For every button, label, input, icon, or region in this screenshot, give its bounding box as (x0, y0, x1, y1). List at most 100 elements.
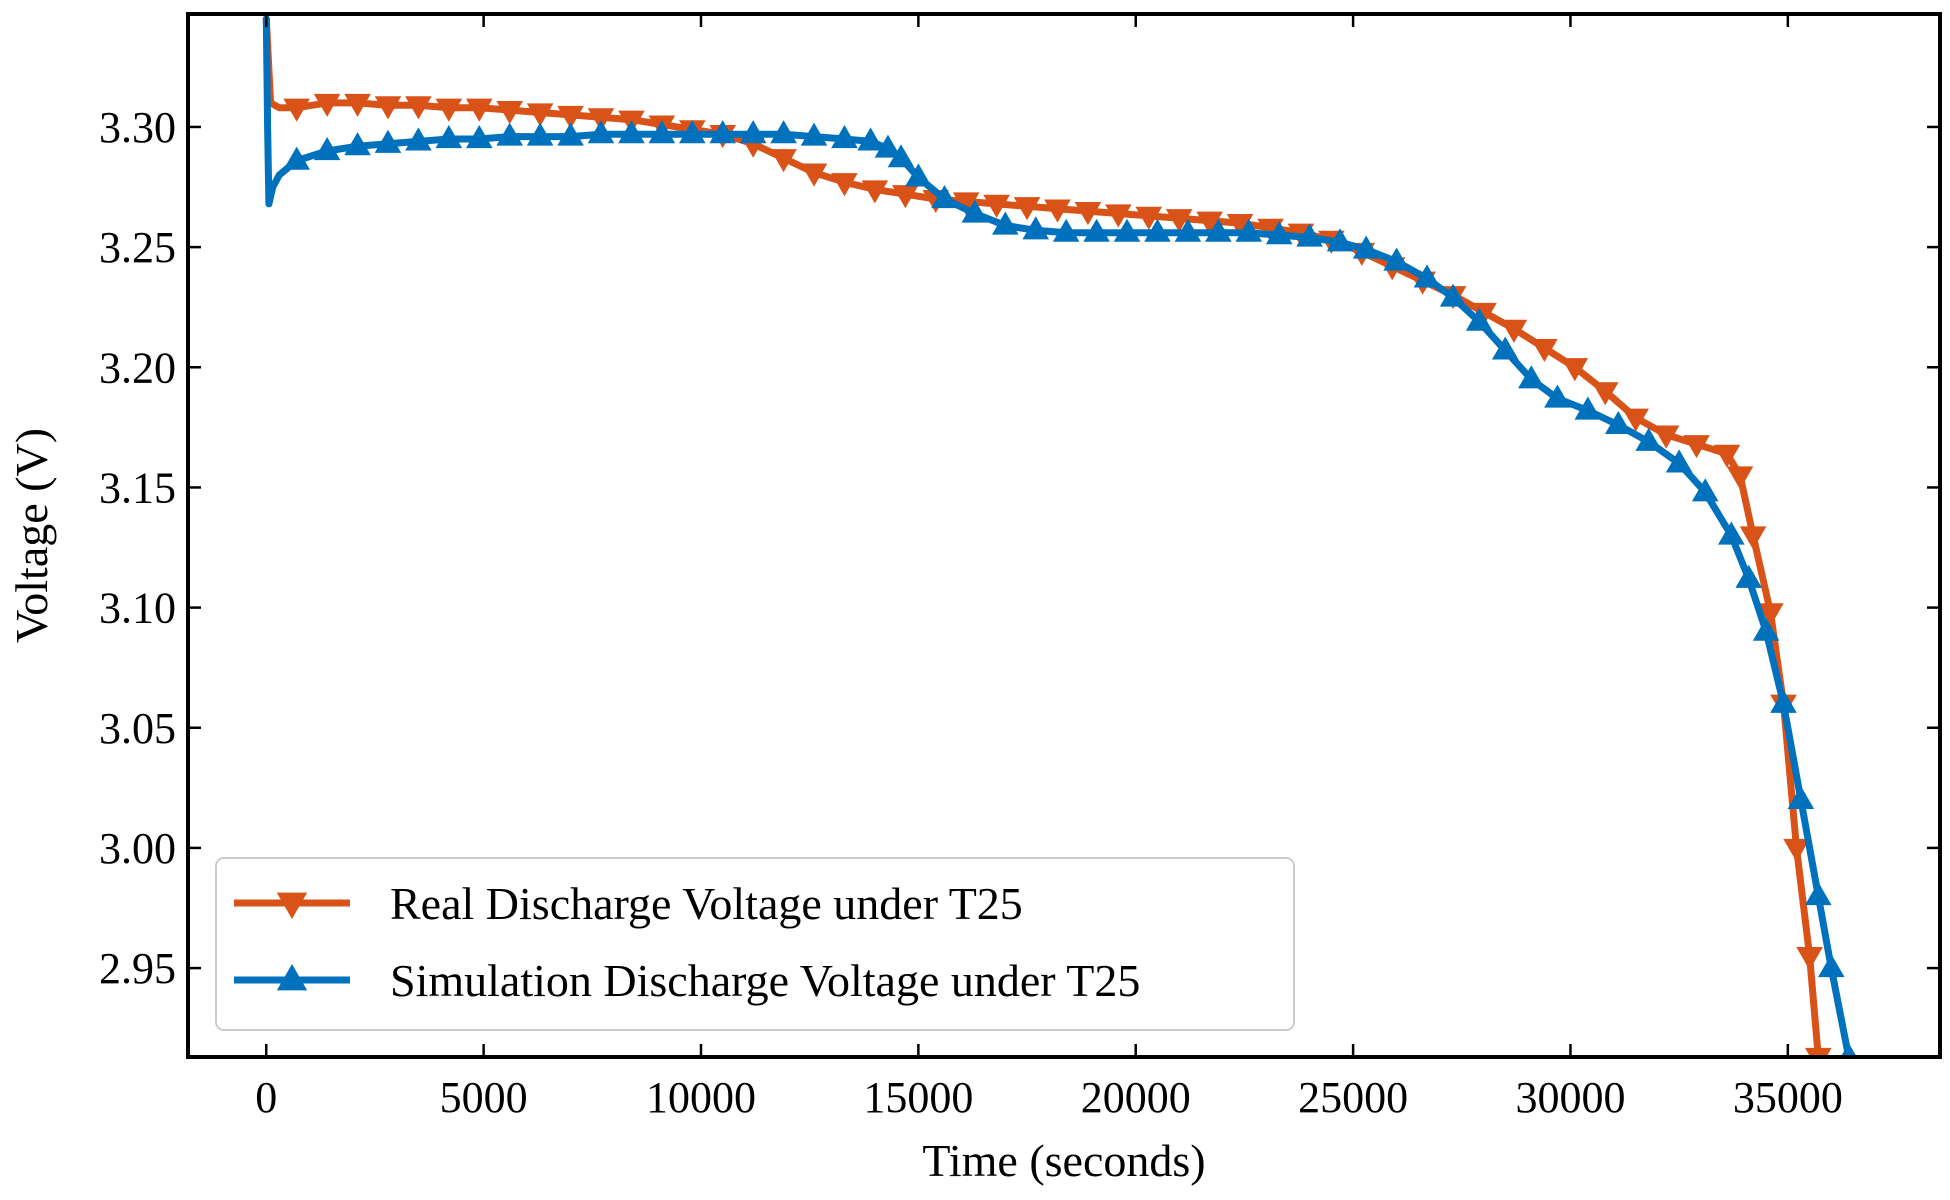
data-point-simulation (1205, 218, 1232, 242)
data-point-simulation (526, 122, 554, 146)
y-tick-label: 3.00 (99, 824, 176, 873)
x-tick-label: 30000 (1515, 1073, 1625, 1122)
data-point-simulation (678, 120, 706, 144)
data-point-simulation (1691, 478, 1719, 502)
data-point-simulation (1491, 336, 1519, 360)
data-point-simulation (496, 122, 524, 146)
y-axis-title: Voltage (V) (6, 428, 57, 643)
y-tick-label: 3.15 (99, 463, 176, 512)
data-point-real (405, 96, 432, 120)
data-point-real (831, 173, 858, 197)
data-point-simulation (1326, 228, 1354, 252)
data-point-real (1796, 946, 1823, 971)
axes-layer: 0 5000 10000 15000 20000 25000 30000 35000 2.95 3… (6, 12, 1942, 1186)
data-point-simulation (1265, 221, 1293, 245)
data-point-simulation (1113, 218, 1141, 242)
data-point-simulation (283, 146, 310, 170)
data-point-simulation (1022, 216, 1050, 240)
data-point-real (1226, 213, 1254, 238)
data-point-real (374, 96, 402, 120)
data-point-simulation (1083, 218, 1110, 242)
data-point-simulation (770, 120, 797, 144)
data-point-real (1105, 204, 1132, 228)
plot-frame (186, 12, 1942, 1059)
data-point-real (1783, 838, 1810, 862)
x-tick-label: 10000 (646, 1073, 756, 1122)
data-point-real (1165, 209, 1193, 233)
data-point-simulation (831, 124, 858, 149)
legend-label-simulation: Simulation Discharge Voltage under T25 (390, 955, 1140, 1006)
data-point-real (1500, 319, 1528, 343)
data-point-simulation (800, 122, 828, 146)
y-tick-label: 3.10 (99, 584, 176, 633)
data-point-real (465, 98, 493, 122)
data-point-real (435, 98, 463, 122)
data-point-simulation (1144, 218, 1171, 242)
series-line-real (262, 15, 1822, 1057)
x-axis-title: Time (seconds) (922, 1135, 1205, 1186)
data-point-simulation (1804, 881, 1832, 906)
data-point-simulation (931, 185, 958, 209)
data-point-simulation (1296, 223, 1323, 247)
data-point-real (800, 163, 828, 187)
data-point-real (1470, 302, 1497, 326)
data-point-simulation (1544, 384, 1571, 408)
data-point-simulation (992, 211, 1019, 235)
data-point-simulation (961, 199, 989, 223)
data-point-simulation (857, 127, 884, 151)
data-point-simulation (874, 134, 902, 158)
data-point-simulation (1174, 218, 1202, 242)
data-point-real (1652, 425, 1680, 449)
data-point-simulation (739, 120, 767, 144)
data-point-real (892, 185, 919, 209)
data-point-real (526, 103, 554, 127)
data-point-real (770, 149, 797, 173)
legend-label-real: Real Discharge Voltage under T25 (390, 878, 1023, 929)
data-point-real (1804, 1047, 1832, 1057)
x-tick-label: 20000 (1081, 1073, 1191, 1122)
data-point-simulation (1752, 617, 1780, 641)
y-tick-label: 3.30 (99, 103, 176, 152)
y-tick-label: 3.05 (99, 704, 176, 753)
legend: Real Discharge Voltage under T25 Simulati… (215, 857, 1295, 1031)
x-tick-label: 25000 (1298, 1073, 1408, 1122)
data-point-simulation (1735, 564, 1763, 588)
x-tick-label: 5000 (440, 1073, 528, 1122)
data-point-simulation (1352, 235, 1380, 259)
data-point-simulation (1235, 218, 1263, 242)
data-point-simulation (1840, 1043, 1857, 1057)
x-tick-label: 15000 (863, 1073, 973, 1122)
data-point-real (1591, 382, 1619, 406)
data-point-real (1196, 211, 1223, 235)
data-point-real (1531, 338, 1558, 363)
data-point-real (1739, 526, 1767, 550)
data-point-real (1622, 408, 1649, 432)
data-point-real (1044, 199, 1071, 223)
data-point-real (952, 192, 980, 216)
y-tick-label: 2.95 (99, 944, 176, 993)
data-point-simulation (405, 127, 432, 151)
data-point-simulation (465, 124, 493, 149)
data-point-real (1726, 466, 1754, 490)
data-point-real (1757, 603, 1784, 627)
data-point-simulation (1787, 785, 1815, 809)
data-point-real (496, 101, 524, 125)
data-point-simulation (1635, 427, 1663, 451)
data-point-real (587, 108, 615, 132)
data-point-real (283, 98, 310, 122)
data-point-real (557, 105, 584, 129)
data-point-real (1013, 197, 1041, 221)
data-point-real (313, 93, 341, 117)
data-point-simulation (1413, 264, 1441, 288)
x-tick-label: 35000 (1733, 1073, 1843, 1122)
series-layer (262, 15, 1857, 1057)
data-point-simulation (1465, 307, 1493, 331)
data-point-real (1683, 435, 1710, 459)
data-point-real (1074, 201, 1102, 226)
legend-marker-real (276, 892, 308, 919)
data-point-simulation (1818, 954, 1845, 978)
data-point-real (344, 93, 371, 117)
data-point-real (983, 194, 1010, 218)
